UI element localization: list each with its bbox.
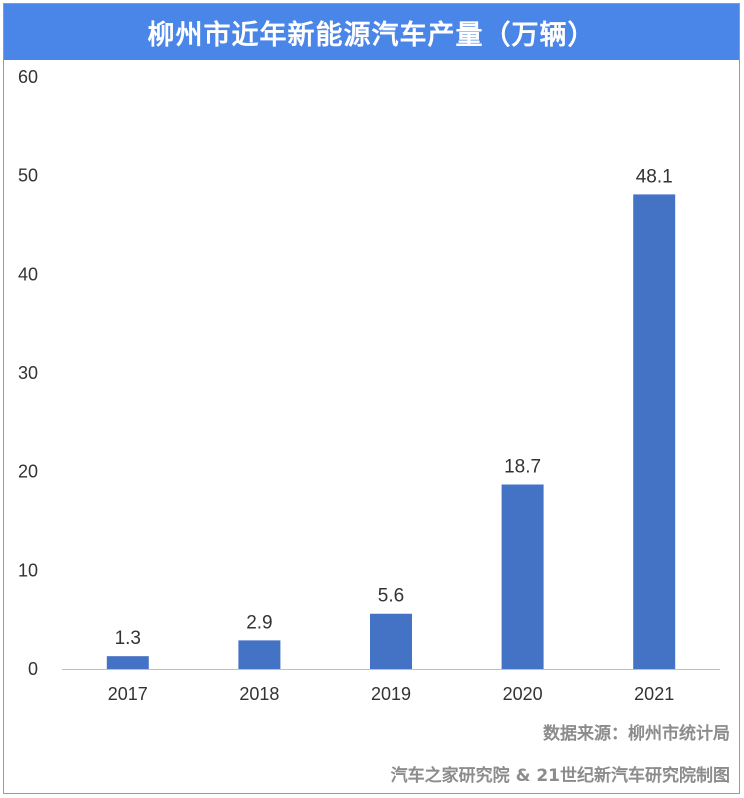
chart-credit-note: 汽车之家研究院 & 21世纪新汽车研究院制图 [390,766,730,786]
x-tick-label-2021: 2021 [634,684,674,704]
data-labels: 1.3 2.9 5.6 18.7 48.1 [115,166,673,649]
data-label-2020: 18.7 [504,456,541,477]
chart-title: 柳州市近年新能源汽车产量（万辆） [147,19,596,51]
y-tick-label: 50 [18,166,38,186]
y-tick-label: 10 [18,560,38,580]
x-tick-label-2018: 2018 [239,684,279,704]
y-tick-label: 30 [18,363,38,383]
bar-2020 [501,484,544,669]
x-tick-label-2019: 2019 [371,684,411,704]
data-label-2021: 48.1 [636,166,673,187]
data-label-2017: 1.3 [115,628,141,649]
y-axis-ticks: 0 10 20 30 40 50 60 [18,67,38,679]
y-tick-label: 0 [28,659,38,679]
y-tick-label: 20 [18,462,38,482]
bar-2017 [106,656,149,669]
y-tick-label: 40 [18,264,38,284]
bar-2021 [633,194,676,669]
y-tick-label: 60 [18,67,38,87]
data-label-2018: 2.9 [246,612,272,633]
x-axis-ticks: 2017 2018 2019 2020 2021 [108,684,674,704]
bar-2019 [370,613,412,669]
x-tick-label-2017: 2017 [108,684,148,704]
x-tick-label-2020: 2020 [503,684,543,704]
title-bar: 柳州市近年新能源汽车产量（万辆） [4,4,739,60]
bars [106,194,676,669]
data-label-2019: 5.6 [378,586,404,607]
data-source-note: 数据来源：柳州市统计局 [543,724,730,744]
bar-2018 [238,640,281,669]
